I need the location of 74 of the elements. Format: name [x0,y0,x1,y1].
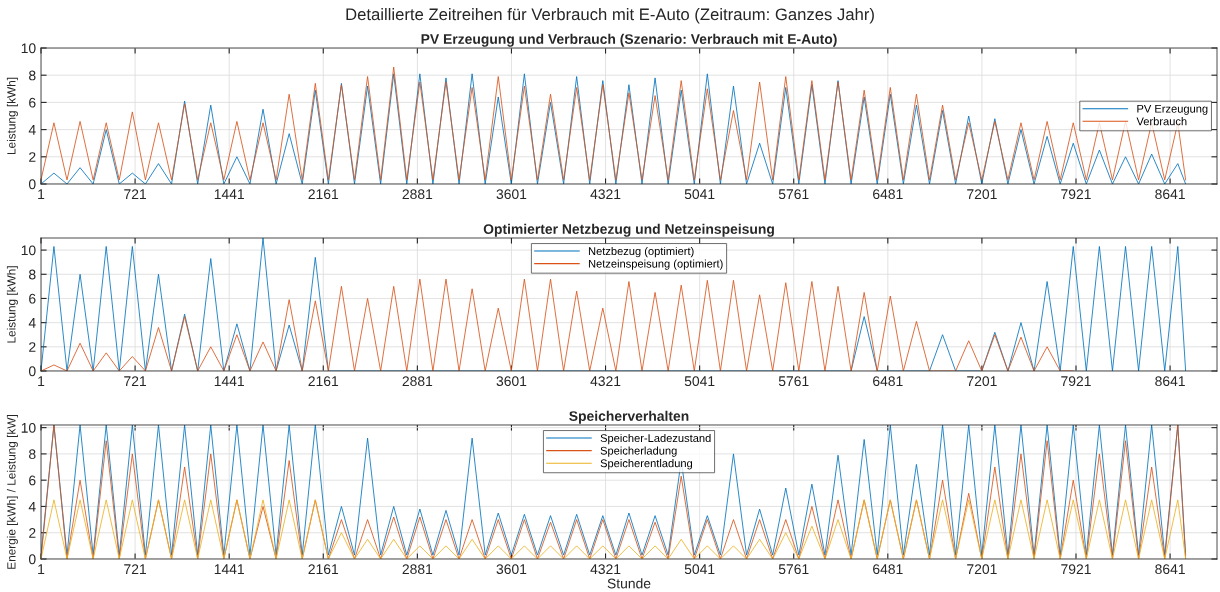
x-tick-label: 7201 [967,564,997,575]
y-tick-label: 4 [28,318,36,328]
x-tick-label: 3601 [496,376,527,387]
x-tick-label: 3601 [496,189,527,200]
x-tick-label: 8641 [1155,189,1185,200]
chart-title: Speicherverhalten [569,410,689,424]
y-tick-label: 0 [28,554,36,565]
chart-title: PV Erzeugung und Verbrauch (Szenario: Verbrauch mit E-Auto) [421,33,837,47]
line-series [41,499,1187,559]
y-tick-label: 4 [28,501,36,512]
x-tick-label: 4321 [590,189,621,200]
y-tick-label: 8 [29,70,36,81]
y-tick-label: 2 [29,152,36,162]
x-tick-label: 6481 [873,189,903,200]
y-tick-label: 10 [21,43,36,54]
x-tick-label: 1441 [214,189,244,199]
x-tick-label: 6481 [873,376,903,387]
x-tick-label: 8641 [1155,376,1185,387]
legend-label: Speicherentladung [600,459,693,470]
y-axis-title: Leistung [kWh] [6,77,18,155]
line-series [41,238,1187,371]
x-tick-label: 2161 [308,564,339,575]
y-tick-label: 10 [21,422,36,433]
x-tick-label: 4321 [590,376,621,387]
y-axis-title: Energie [kWh] / Leistung [kW] [6,415,18,569]
x-tick-label: 2881 [402,564,433,575]
x-axis-title: Stunde [607,578,651,589]
x-tick-label: 8641 [1155,564,1185,575]
y-tick-label: 0 [28,366,36,377]
x-tick-label: 721 [124,376,146,386]
y-tick-label: 8 [29,269,36,280]
x-tick-label: 3601 [496,564,527,575]
x-tick-label: 4321 [590,564,621,575]
x-tick-label: 7201 [967,376,997,387]
x-tick-label: 5761 [778,189,809,200]
legend-label: Netzbezug (optimiert) [588,246,694,258]
chart-title: Optimierter Netzbezug und Netzeinspeisung [483,223,774,237]
x-tick-label: 2161 [308,376,339,387]
y-tick-label: 2 [29,342,36,352]
x-tick-label: 1 [38,189,45,199]
x-tick-label: 5041 [684,376,715,387]
text: Detaillierte Zeitreihen für Verbrauch mit E-Auto (Zeitraum: Ganzes Jahr) [346,8,874,24]
x-tick-label: 721 [124,564,146,574]
legend-label: PV Erzeugung [1137,104,1208,115]
x-tick-label: 1 [38,564,45,574]
x-tick-label: 2161 [308,189,339,200]
x-tick-label: 1441 [214,564,244,574]
x-tick-label: 7921 [1061,189,1091,200]
x-tick-label: 6481 [873,564,903,575]
y-tick-label: 10 [21,245,36,256]
legend-label: Speicher-Ladezustand [600,433,711,445]
x-tick-label: 7921 [1061,564,1091,575]
legend-label: Verbrauch [1136,117,1187,126]
y-tick-label: 2 [29,528,36,538]
y-tick-label: 6 [29,475,36,486]
x-tick-label: 721 [124,189,146,199]
x-tick-label: 1 [38,376,45,386]
x-tick-label: 7921 [1061,376,1091,387]
y-tick-label: 0 [28,179,36,190]
x-tick-label: 5041 [684,189,715,200]
y-tick-label: 6 [29,97,36,108]
x-tick-label: 1441 [214,376,244,386]
y-tick-label: 8 [29,449,36,460]
x-tick-label: 2881 [402,189,433,200]
x-tick-label: 5041 [684,564,715,575]
x-tick-label: 5761 [778,564,809,575]
x-tick-label: 5761 [778,376,809,387]
legend-label: Netzeinspeisung (optimiert) [588,259,723,270]
x-tick-label: 7201 [967,189,997,200]
legend-label: Speicherladung [600,446,677,457]
x-tick-label: 2881 [402,376,433,387]
y-tick-label: 4 [28,125,36,135]
y-tick-label: 6 [29,293,36,304]
y-axis-title: Leistung [kWh] [6,266,18,343]
